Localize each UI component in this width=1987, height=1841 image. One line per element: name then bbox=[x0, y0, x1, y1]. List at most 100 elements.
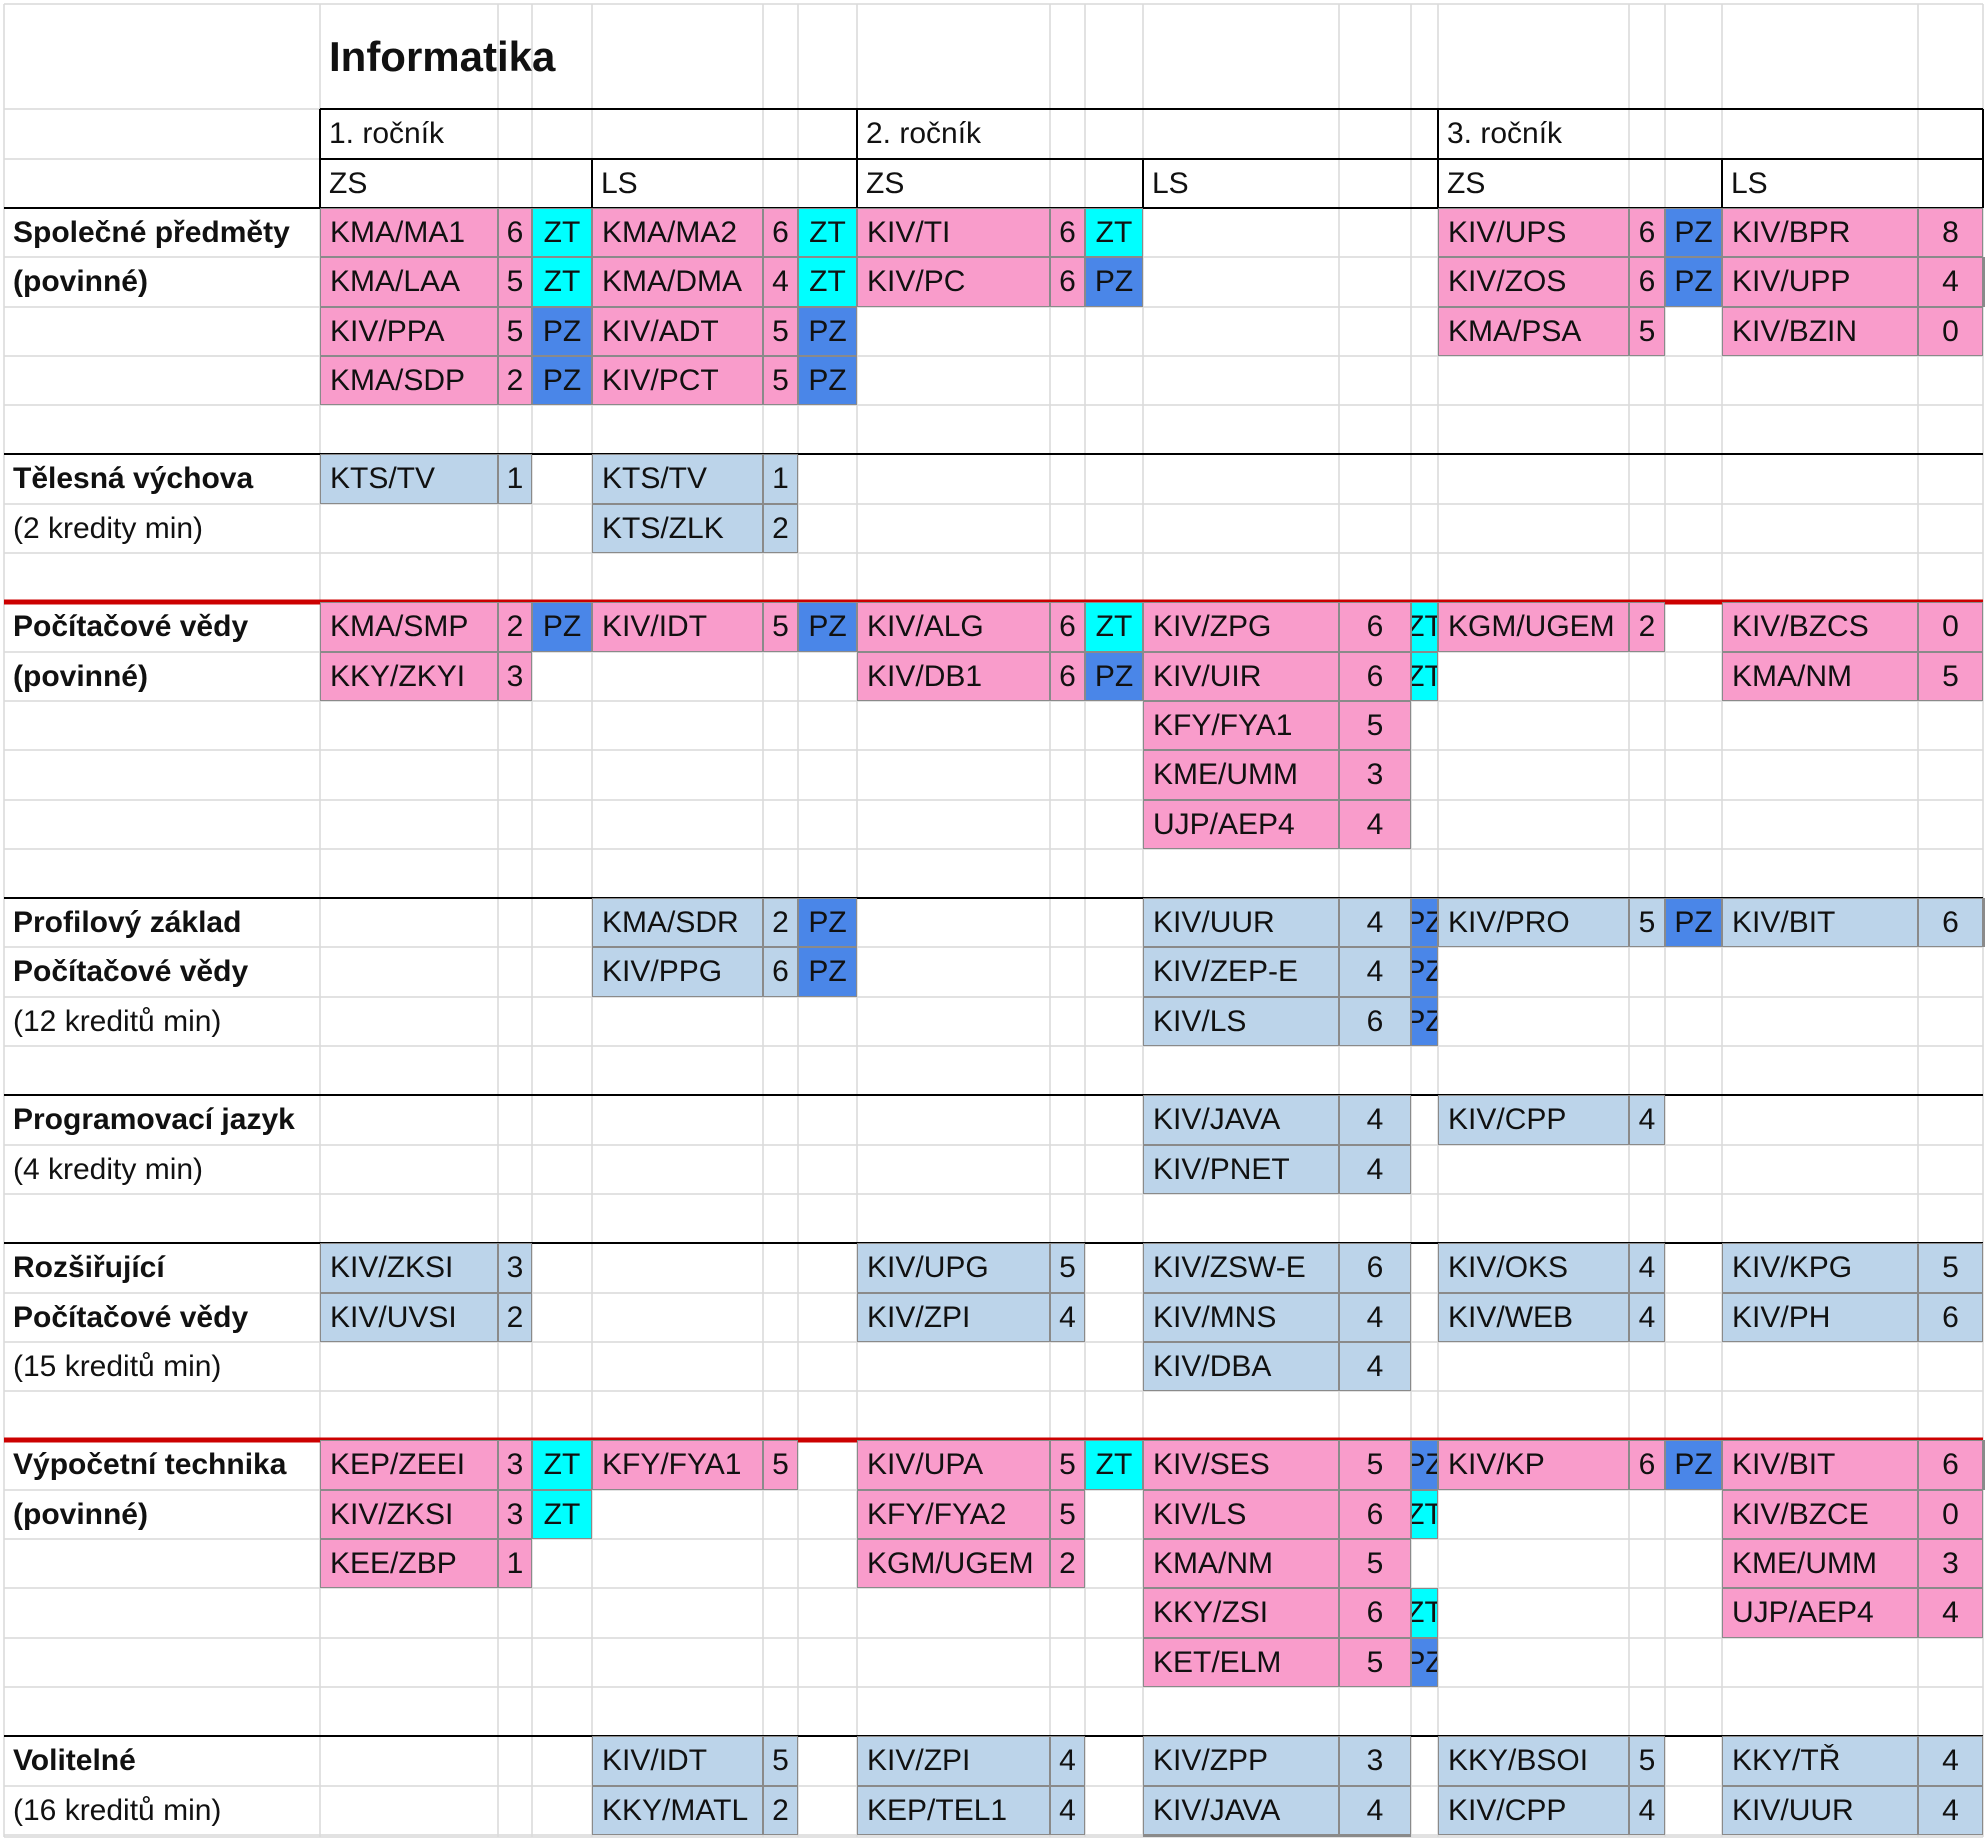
course-completion-zt[interactable]: ZT bbox=[1411, 1490, 1438, 1539]
course-credits[interactable]: 2 bbox=[498, 1293, 532, 1342]
course-code[interactable]: KMA/SDP bbox=[320, 356, 498, 405]
course-credits[interactable]: 4 bbox=[1050, 1736, 1085, 1786]
course-credits[interactable]: 2 bbox=[498, 356, 532, 405]
course-credits[interactable]: 6 bbox=[1918, 1293, 1983, 1342]
course-credits[interactable]: 5 bbox=[1629, 898, 1665, 947]
course-completion-pz[interactable]: PZ bbox=[1411, 947, 1438, 997]
course-code[interactable]: KEP/ZEEI bbox=[320, 1440, 498, 1490]
course-credits[interactable]: 5 bbox=[498, 307, 532, 356]
course-credits[interactable]: 5 bbox=[763, 602, 798, 652]
year-header[interactable]: 3. ročník bbox=[1447, 117, 1563, 150]
course-completion-pz[interactable]: PZ bbox=[532, 307, 592, 356]
course-completion-pz[interactable]: PZ bbox=[798, 307, 857, 356]
course-completion-zt[interactable]: ZT bbox=[532, 1440, 592, 1490]
course-code[interactable]: KIV/IDT bbox=[592, 602, 763, 652]
course-credits[interactable]: 4 bbox=[1339, 898, 1411, 947]
course-credits[interactable]: 3 bbox=[1339, 1736, 1411, 1786]
course-credits[interactable]: 6 bbox=[1339, 1835, 1411, 1837]
course-code[interactable]: KIV/JAVA bbox=[1143, 1786, 1339, 1835]
course-code[interactable]: KKY/BSOI bbox=[1438, 1736, 1629, 1786]
course-code[interactable]: KEP/TEL1 bbox=[857, 1786, 1050, 1835]
course-credits[interactable]: 6 bbox=[763, 947, 798, 997]
course-completion-zt[interactable]: ZT bbox=[1085, 1440, 1143, 1490]
course-code[interactable]: UJP/AEP4 bbox=[1143, 800, 1339, 849]
course-credits[interactable]: 6 bbox=[1050, 208, 1085, 257]
semester-header[interactable]: ZS bbox=[866, 166, 905, 200]
course-completion-zt[interactable]: ZT bbox=[532, 257, 592, 307]
course-code[interactable]: KIV/PPG bbox=[592, 947, 763, 997]
course-completion-pz[interactable]: PZ bbox=[1983, 898, 1985, 947]
course-credits[interactable]: 8 bbox=[1918, 208, 1983, 257]
course-code[interactable]: KIV/ZPG bbox=[1143, 602, 1339, 652]
course-code[interactable]: KMA/SDR bbox=[592, 898, 763, 947]
course-credits[interactable]: 5 bbox=[763, 1440, 798, 1490]
course-code[interactable]: KTS/ZLK bbox=[592, 504, 763, 553]
course-code[interactable]: KMA/PSA bbox=[1438, 307, 1629, 356]
course-code[interactable]: KIV/PC bbox=[857, 257, 1050, 307]
course-credits[interactable]: 6 bbox=[1339, 1243, 1411, 1293]
course-completion-pz[interactable]: PZ bbox=[798, 602, 857, 652]
course-code[interactable]: KKY/MATL bbox=[592, 1786, 763, 1835]
course-credits[interactable]: 5 bbox=[1339, 701, 1411, 750]
semester-header[interactable]: ZS bbox=[1447, 166, 1486, 200]
course-credits[interactable]: 4 bbox=[1339, 800, 1411, 849]
course-completion-pz[interactable]: PZ bbox=[532, 356, 592, 405]
course-credits[interactable]: 3 bbox=[498, 652, 532, 701]
course-code[interactable]: KTS/TV bbox=[592, 454, 763, 504]
course-credits[interactable]: 6 bbox=[498, 208, 532, 257]
course-code[interactable]: KMA/LAA bbox=[320, 257, 498, 307]
course-credits[interactable]: 6 bbox=[1339, 1588, 1411, 1638]
course-credits[interactable]: 4 bbox=[1629, 1786, 1665, 1835]
course-code[interactable]: KGM/UGEM bbox=[1438, 602, 1629, 652]
course-code[interactable]: KIV/KPG bbox=[1722, 1243, 1918, 1293]
course-credits[interactable]: 5 bbox=[1918, 1243, 1983, 1293]
course-code[interactable]: KET/ELM bbox=[1143, 1638, 1339, 1687]
course-code[interactable]: KIV/ZPI bbox=[857, 1293, 1050, 1342]
course-code[interactable]: KEE/ZBP bbox=[320, 1539, 498, 1588]
course-credits[interactable]: 4 bbox=[1629, 1243, 1665, 1293]
course-code[interactable]: KIV/BIT bbox=[1722, 1440, 1918, 1490]
course-code[interactable]: KIV/WEB bbox=[1438, 1293, 1629, 1342]
course-credits[interactable]: 4 bbox=[1050, 1293, 1085, 1342]
course-credits[interactable]: 5 bbox=[1339, 1539, 1411, 1588]
course-code[interactable]: KIV/BZIN bbox=[1722, 307, 1918, 356]
course-completion-zt[interactable]: ZT bbox=[532, 208, 592, 257]
course-code[interactable]: KFY/FYA2 bbox=[857, 1490, 1050, 1539]
course-code[interactable]: KIV/ADT bbox=[592, 307, 763, 356]
course-code[interactable]: KIV/ZPP bbox=[1143, 1736, 1339, 1786]
year-header[interactable]: 2. ročník bbox=[866, 117, 982, 150]
course-code[interactable]: KIV/PPA bbox=[320, 307, 498, 356]
course-credits[interactable]: 4 bbox=[1339, 947, 1411, 997]
course-credits[interactable]: 6 bbox=[1629, 208, 1665, 257]
course-credits[interactable]: 6 bbox=[763, 208, 798, 257]
course-credits[interactable]: 4 bbox=[1050, 1786, 1085, 1835]
course-credits[interactable]: 4 bbox=[1629, 1293, 1665, 1342]
course-code[interactable]: KIV/SES bbox=[1143, 1440, 1339, 1490]
course-credits[interactable]: 5 bbox=[763, 356, 798, 405]
course-code[interactable]: KME/UMM bbox=[1722, 1539, 1918, 1588]
course-credits[interactable]: 2 bbox=[763, 504, 798, 553]
course-credits[interactable]: 4 bbox=[1629, 1095, 1665, 1145]
course-code[interactable]: KIV/ZPI bbox=[857, 1736, 1050, 1786]
course-credits[interactable]: 0 bbox=[1918, 602, 1983, 652]
course-code[interactable]: KMA/MA2 bbox=[592, 208, 763, 257]
course-credits[interactable]: 5 bbox=[1050, 1440, 1085, 1490]
course-code[interactable]: KIV/PRO bbox=[1438, 898, 1629, 947]
course-credits[interactable]: 5 bbox=[763, 1736, 798, 1786]
course-credits[interactable]: 4 bbox=[1918, 1588, 1983, 1638]
course-code[interactable]: KMA/DMA bbox=[592, 257, 763, 307]
course-credits[interactable]: 2 bbox=[1629, 602, 1665, 652]
course-credits[interactable]: 6 bbox=[1339, 997, 1411, 1046]
course-code[interactable]: UJP/AEP4 bbox=[1722, 1588, 1918, 1638]
course-completion-zt[interactable]: ZT bbox=[1411, 652, 1438, 701]
course-completion-pz[interactable]: PZ bbox=[798, 898, 857, 947]
course-completion-pz[interactable]: PZ bbox=[1411, 997, 1438, 1046]
course-credits[interactable]: 3 bbox=[498, 1243, 532, 1293]
course-code[interactable]: KIV/ZOS bbox=[1438, 257, 1629, 307]
course-credits[interactable]: 4 bbox=[1918, 257, 1983, 307]
course-code[interactable]: KIV/CPP bbox=[1438, 1786, 1629, 1835]
course-code[interactable]: KIV/BPR bbox=[1722, 208, 1918, 257]
course-credits[interactable]: 5 bbox=[1050, 1490, 1085, 1539]
course-completion-pz[interactable]: PZ bbox=[1983, 257, 1985, 307]
course-credits[interactable]: 3 bbox=[498, 1490, 532, 1539]
